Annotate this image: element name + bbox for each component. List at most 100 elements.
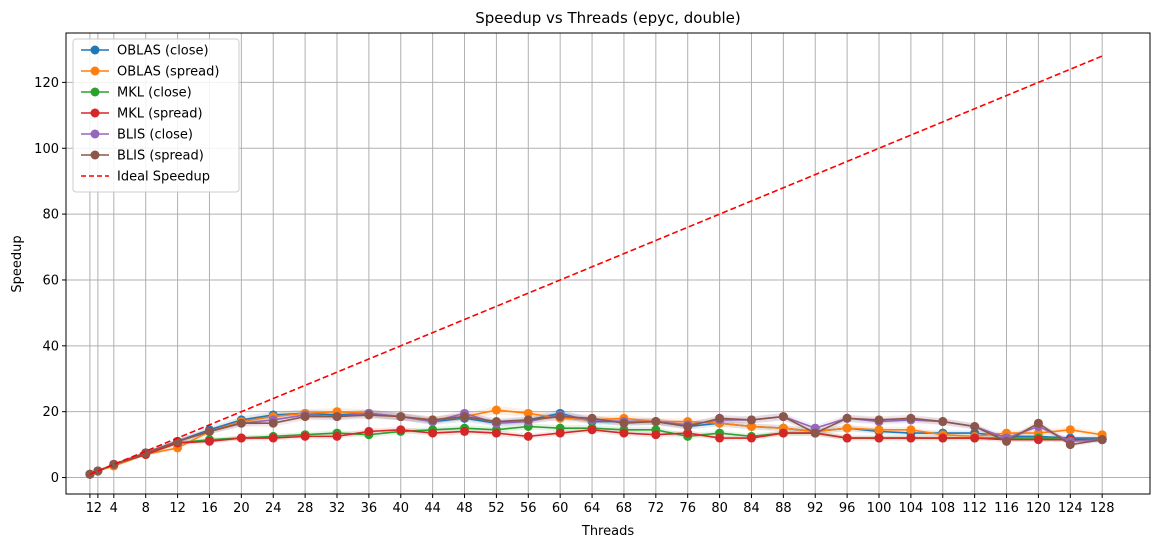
x-tick-label: 124 bbox=[1058, 501, 1083, 516]
data-point bbox=[810, 428, 820, 438]
data-point bbox=[141, 448, 151, 458]
data-point bbox=[874, 433, 884, 443]
x-tick-label: 20 bbox=[233, 501, 250, 516]
y-tick-label: 80 bbox=[42, 208, 59, 223]
x-tick-label: 60 bbox=[552, 501, 569, 516]
data-point bbox=[715, 433, 725, 443]
legend-marker bbox=[90, 108, 100, 118]
data-point bbox=[778, 412, 788, 422]
data-point bbox=[555, 412, 565, 422]
x-tick-label: 24 bbox=[265, 501, 282, 516]
series-lines bbox=[85, 55, 1107, 479]
data-point bbox=[938, 433, 948, 443]
data-point bbox=[619, 418, 629, 428]
series-ideal-speedup bbox=[89, 55, 1103, 475]
data-point bbox=[938, 417, 948, 427]
y-tick-label: 60 bbox=[42, 273, 59, 288]
legend-entry: Ideal Speedup bbox=[81, 170, 210, 185]
data-point bbox=[1097, 435, 1107, 445]
data-point bbox=[842, 433, 852, 443]
data-point bbox=[715, 413, 725, 423]
legend-label: OBLAS (close) bbox=[117, 44, 209, 59]
data-point bbox=[268, 433, 278, 443]
x-tick-label: 56 bbox=[520, 501, 537, 516]
legend-marker bbox=[90, 87, 100, 97]
legend-marker bbox=[90, 45, 100, 55]
data-point bbox=[587, 425, 597, 435]
x-tick-label: 104 bbox=[898, 501, 923, 516]
y-tick-label: 100 bbox=[34, 142, 59, 157]
data-point bbox=[874, 415, 884, 425]
x-tick-label: 2 bbox=[94, 501, 102, 516]
legend-label: MKL (spread) bbox=[117, 107, 203, 122]
x-tick-label: 128 bbox=[1090, 501, 1115, 516]
data-point bbox=[906, 425, 916, 435]
x-tick-label: 72 bbox=[648, 501, 665, 516]
data-point bbox=[1033, 418, 1043, 428]
x-tick-label: 44 bbox=[424, 501, 441, 516]
data-point bbox=[109, 459, 119, 469]
data-point bbox=[332, 412, 342, 422]
data-point bbox=[523, 431, 533, 441]
legend-marker bbox=[90, 129, 100, 139]
data-point bbox=[523, 415, 533, 425]
data-point bbox=[970, 421, 980, 431]
x-tick-label: 40 bbox=[392, 501, 409, 516]
data-point bbox=[683, 428, 693, 438]
data-point bbox=[268, 418, 278, 428]
x-tick-label: 100 bbox=[867, 501, 892, 516]
y-tick-label: 20 bbox=[42, 405, 59, 420]
x-tick-label: 116 bbox=[994, 501, 1019, 516]
data-point bbox=[1065, 425, 1075, 435]
data-point bbox=[1065, 440, 1075, 450]
x-tick-label: 96 bbox=[839, 501, 856, 516]
data-point bbox=[428, 428, 438, 438]
x-tick-label: 1 bbox=[86, 501, 94, 516]
data-point bbox=[236, 433, 246, 443]
legend-entry: MKL (close) bbox=[81, 86, 192, 101]
x-tick-label: 84 bbox=[743, 501, 760, 516]
data-point bbox=[491, 428, 501, 438]
x-ticks: 1 2 4 8 12 16 20 24 28 32 36 40 44 48 52 56 60 64 68 72 76 80… bbox=[86, 494, 1115, 516]
data-point bbox=[204, 426, 214, 436]
x-tick-label: 48 bbox=[456, 501, 473, 516]
x-tick-label: 64 bbox=[584, 501, 601, 516]
data-point bbox=[555, 428, 565, 438]
data-point bbox=[842, 413, 852, 423]
data-point bbox=[1033, 435, 1043, 445]
series-line bbox=[89, 428, 1103, 475]
data-point bbox=[300, 431, 310, 441]
data-point bbox=[778, 428, 788, 438]
y-axis-label: Speedup bbox=[10, 235, 25, 292]
legend-frame bbox=[72, 38, 240, 193]
x-tick-label: 76 bbox=[679, 501, 696, 516]
data-point bbox=[236, 418, 246, 428]
legend-entry: OBLAS (close) bbox=[81, 44, 209, 59]
x-tick-label: 120 bbox=[1026, 501, 1051, 516]
data-point bbox=[204, 436, 214, 446]
legend-entry: BLIS (close) bbox=[81, 128, 193, 143]
data-point bbox=[970, 433, 980, 443]
data-point bbox=[906, 433, 916, 443]
x-tick-label: 112 bbox=[962, 501, 987, 516]
y-tick-label: 0 bbox=[51, 471, 59, 486]
x-tick-label: 52 bbox=[488, 501, 505, 516]
data-point bbox=[874, 425, 884, 435]
series-line bbox=[89, 414, 1103, 475]
legend-label: BLIS (close) bbox=[117, 128, 193, 143]
legend-label: MKL (close) bbox=[117, 86, 192, 101]
data-point bbox=[1002, 436, 1012, 446]
series-line bbox=[89, 55, 1103, 475]
data-point bbox=[746, 433, 756, 443]
data-point bbox=[842, 423, 852, 433]
data-point bbox=[396, 425, 406, 435]
legend: OBLAS (close) OBLAS (spread) MKL (close) MK… bbox=[72, 38, 240, 193]
data-point bbox=[651, 430, 661, 440]
data-point bbox=[300, 412, 310, 422]
x-tick-label: 16 bbox=[201, 501, 218, 516]
x-tick-label: 32 bbox=[329, 501, 346, 516]
data-point bbox=[428, 415, 438, 425]
data-point bbox=[460, 426, 470, 436]
y-ticks: 0 20 40 60 80 100 120 bbox=[34, 76, 66, 486]
